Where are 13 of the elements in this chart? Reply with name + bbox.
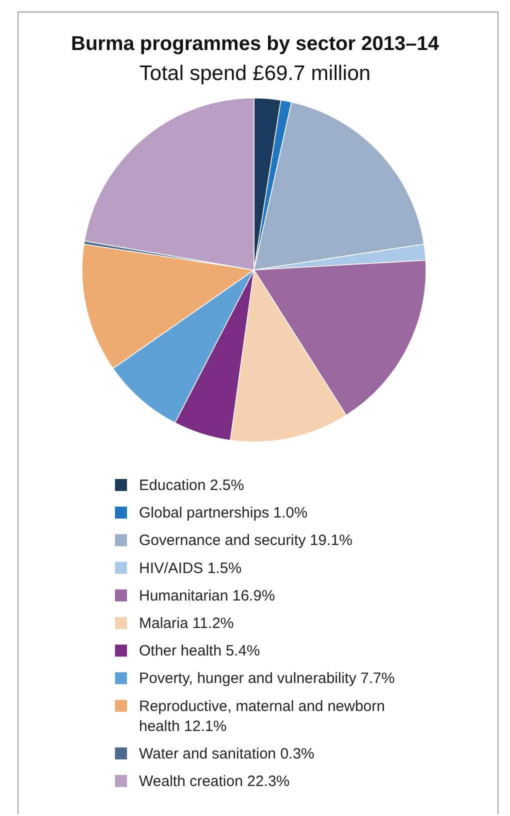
legend-label: Humanitarian 16.9%	[139, 587, 275, 604]
chart-subtitle: Total spend £69.7 million	[139, 62, 371, 85]
legend-label: Water and sanitation 0.3%	[139, 745, 314, 762]
legend-label: Global partnerships 1.0%	[139, 504, 308, 522]
chart-title: Burma programmes by sector 2013–14	[71, 33, 440, 55]
legend-label: HIV/AIDS 1.5%	[139, 560, 242, 577]
legend-label: Wealth creation 22.3%	[139, 773, 290, 790]
legend-label: Education 2.5%	[139, 477, 244, 494]
legend-label: Reproductive, maternal and newborn health 12.1%	[139, 698, 385, 735]
legend-label: Malaria 11.2%	[139, 615, 234, 632]
legend-label: Other health 5.4%	[139, 642, 260, 660]
legend-label: Governance and security 19.1%	[139, 532, 352, 550]
legend-label: Poverty, hunger and vulnerability 7.7%	[139, 670, 395, 688]
